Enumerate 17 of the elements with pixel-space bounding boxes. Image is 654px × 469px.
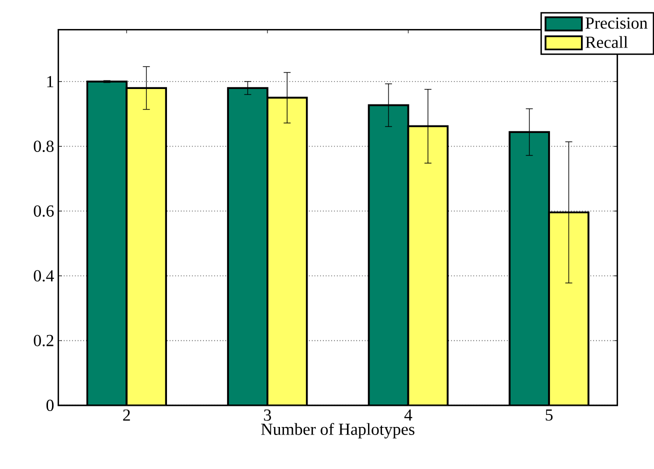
bar bbox=[548, 212, 590, 406]
y-tick-label: 0.4 bbox=[34, 270, 54, 282]
y-tick-label: 0.6 bbox=[34, 205, 54, 217]
y-tick-label: 0.2 bbox=[34, 334, 54, 346]
x-tick-label: 5 bbox=[546, 410, 553, 421]
legend-label: Recall bbox=[586, 36, 628, 48]
bar bbox=[126, 87, 167, 406]
y-tick-label: 0.8 bbox=[34, 140, 54, 152]
x-tick-label: 3 bbox=[264, 410, 271, 421]
x-tick-label: 4 bbox=[404, 410, 412, 421]
x-tick-label: 2 bbox=[123, 410, 130, 421]
bar bbox=[266, 96, 308, 406]
y-tick-label: 0 bbox=[46, 400, 54, 412]
bar bbox=[407, 125, 449, 406]
legend-label: Precision bbox=[586, 18, 648, 29]
y-tick-label: 1 bbox=[47, 76, 54, 88]
x-axis-title: Number of Haplotypes bbox=[261, 423, 414, 439]
